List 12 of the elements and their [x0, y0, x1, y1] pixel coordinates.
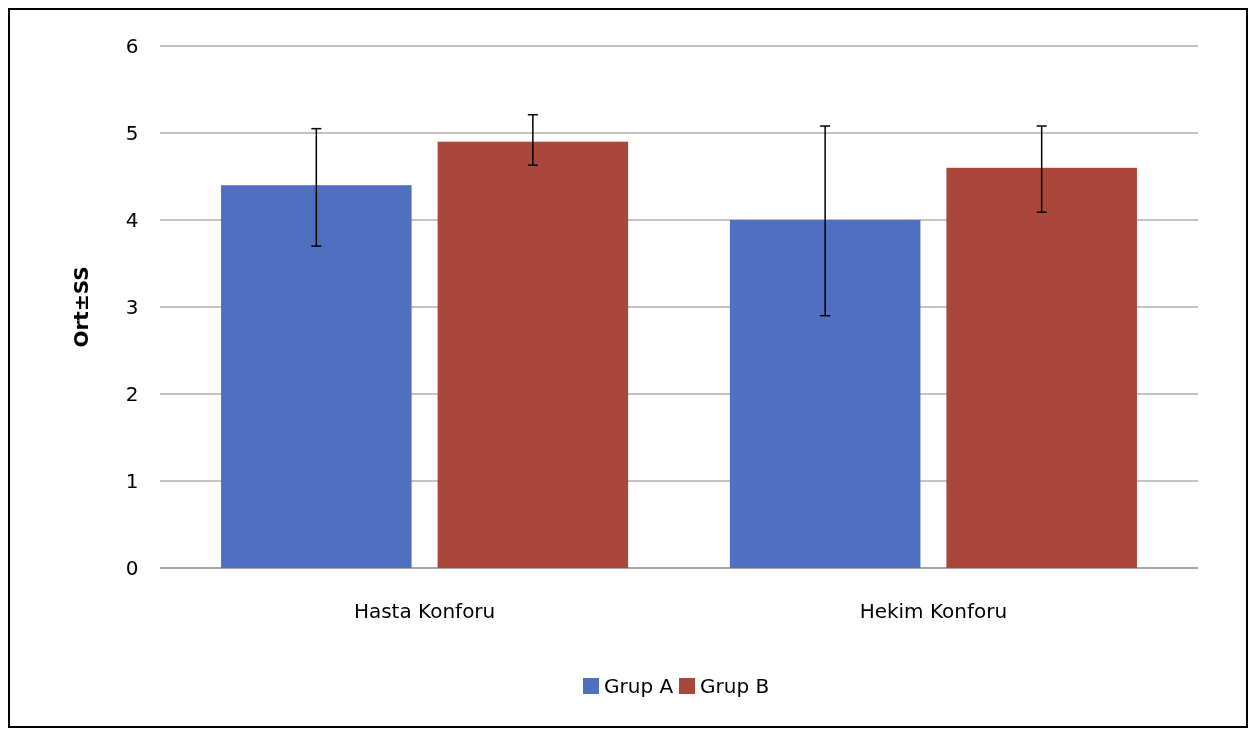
y-axis-title: Ort±SS	[69, 266, 93, 348]
y-tick-label: 0	[125, 556, 139, 580]
x-tick-label: Hekim Konforu	[859, 599, 1008, 623]
x-tick-label: Hasta Konforu	[353, 599, 496, 623]
y-tick-label: 3	[125, 295, 139, 319]
y-tick-label: 6	[125, 34, 139, 58]
legend-label: Grup B	[700, 674, 770, 698]
y-tick-label: 1	[125, 469, 139, 493]
y-tick-label: 2	[125, 382, 139, 406]
legend-label: Grup A	[604, 674, 674, 698]
y-tick-label: 5	[125, 121, 139, 145]
y-tick-label: 4	[125, 208, 139, 232]
